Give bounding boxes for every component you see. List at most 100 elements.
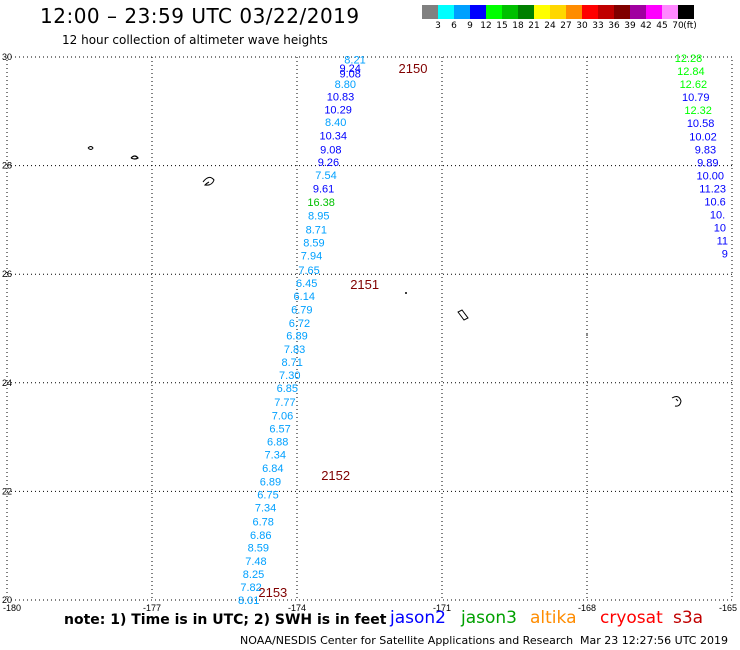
legend-swatch [550,5,566,19]
wave-height-value: 9.24 [339,63,360,75]
wave-height-value: 7.65 [298,265,319,277]
wave-height-value: 6.45 [296,278,317,290]
lat-tick-label: 24 [2,378,12,388]
lat-tick-label: 26 [2,269,12,279]
island-shape [87,146,94,150]
island-shape [130,155,139,160]
legend-label: 27 [560,21,572,31]
legend-label: 3 [435,21,441,31]
wave-height-value: 7.06 [272,410,293,422]
legend-swatch [502,5,518,19]
legend-unit: (ft) [683,21,697,31]
wave-height-value: 8.01 [238,595,259,607]
satellite-s3a: s3a [673,608,704,628]
legend-label: 36 [608,21,620,31]
wave-height-value: 7.48 [245,556,266,568]
wave-height-value: 6.89 [286,331,307,343]
pass-labels: 2150 2151 2152 2153 [258,61,427,600]
wave-height-value: 8.80 [335,79,356,91]
island-shape [202,176,215,186]
wave-height-value: 6.89 [260,477,281,489]
legend-label: 12 [480,21,492,31]
wave-height-value: 9.08 [320,144,341,156]
legend-label: 33 [592,21,604,31]
color-legend: 3 6 9 12 15 18 21 24 27 30 33 36 39 42 45 70 (ft) [422,5,697,33]
map-grid [6,56,733,601]
legend-label: 21 [528,21,540,31]
wave-height-value: 8.71 [306,225,327,237]
wave-height-value: 9 [722,249,728,261]
legend-label: 70 [672,21,684,31]
lat-tick-label: 30 [2,52,12,62]
wave-height-value: 10.6 [704,196,725,208]
lon-tick-label: -174 [288,603,306,613]
wave-height-value: 6.75 [257,490,278,502]
wave-height-value: 10.79 [682,92,710,104]
legend-swatch [422,5,438,19]
wave-height-value: 6.84 [262,463,283,475]
wave-height-value: 6.88 [267,436,288,448]
legend-swatch [630,5,646,19]
wave-height-value: 6.79 [291,304,312,316]
legend-swatch [614,5,630,19]
island-dot [405,292,407,294]
pass-number: 2153 [258,585,287,600]
wave-height-value: 9.08 [339,68,360,80]
islands [87,146,682,407]
wave-height-value: 9.89 [697,157,718,169]
wave-height-value: 6.78 [252,516,273,528]
island-shape [671,396,682,407]
wave-height-value: 7.34 [265,449,286,461]
wave-height-value: 6.72 [289,318,310,330]
wave-height-value: 12.84 [677,66,705,78]
satellite-jason3: jason3 [461,608,517,628]
wave-height-value: 10.58 [687,118,715,130]
wave-height-value: 12.32 [684,105,712,117]
wave-height-value: 8.59 [248,542,269,554]
legend-swatch [486,5,502,19]
wave-height-value: 7.54 [315,170,336,182]
map-title: 12:00 – 23:59 UTC 03/22/2019 [40,4,360,28]
legend-swatches [422,5,694,19]
wave-height-value: 6.86 [250,530,271,542]
wave-height-value: 6.14 [294,291,315,303]
wave-height-value: 16.38 [307,197,335,209]
legend-swatch [518,5,534,19]
legend-label: 15 [496,21,508,31]
legend-swatch [598,5,614,19]
map-frame [6,56,733,601]
island-dot [586,334,588,336]
wave-height-value: 9.83 [695,144,716,156]
wave-height-value: 10.29 [324,105,352,117]
wave-height-value: 8.59 [303,238,324,250]
legend-swatch [678,5,694,19]
legend-label: 30 [576,21,588,31]
legend-swatch [566,5,582,19]
wave-height-value: 11 [717,236,728,248]
lon-tick-label: -177 [143,603,161,613]
wave-height-value: 10. [710,209,725,221]
wave-height-value: 11.23 [699,183,726,195]
wave-height-value: 9.61 [313,183,334,195]
wave-height-value: 10.00 [696,170,724,182]
lat-tick-label: 28 [2,161,12,171]
wave-height-value: 6.85 [277,383,298,395]
wave-height-value: 8.25 [243,569,264,581]
legend-label: 42 [640,21,652,31]
wave-height-value: 12.62 [680,79,708,91]
wave-height-value: 8.21 [344,55,365,67]
pass-number: 2151 [350,277,379,292]
wave-height-value: 7.77 [274,397,295,409]
timestamp: Mar 23 12:27:56 UTC 2019 [580,634,728,647]
map-subtitle: 12 hour collection of altimeter wave hei… [62,33,328,47]
credit: NOAA/NESDIS Center for Satellite Applica… [240,634,574,647]
legend-swatch [534,5,550,19]
wave-height-value: 12.28 [675,53,703,65]
wave-height-value: 7.82 [240,582,261,594]
wave-height-value: 7.94 [301,251,322,263]
wave-height-value: 6.57 [269,423,290,435]
legend-swatch [646,5,662,19]
satellite-altika: altika [530,608,577,628]
legend-swatch [470,5,486,19]
